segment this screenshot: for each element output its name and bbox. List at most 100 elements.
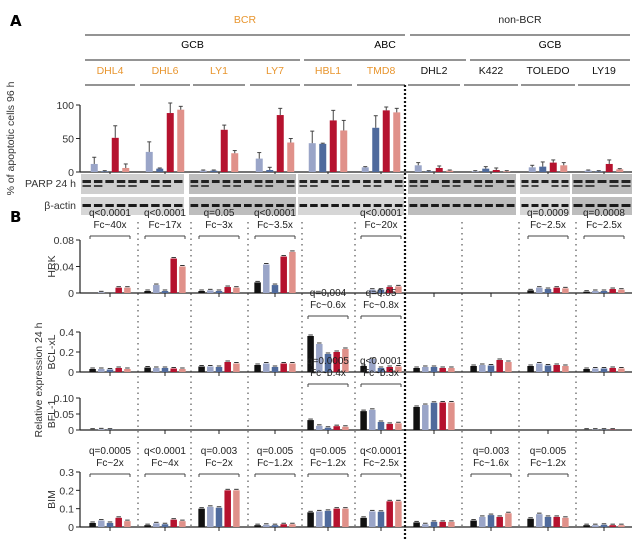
bar-toledo-condition-2 [536,514,543,527]
actin-blot-block [408,197,516,215]
fold-change-label: Fc~2x [205,458,233,469]
bar-ly7-condition-2 [263,264,270,293]
panel-b-label: B [10,208,21,226]
bar-ly7-condition-5 [289,363,296,372]
parp-band [384,180,392,183]
bar-dhl2-condition-4 [439,368,446,372]
cleaved-parp-band [485,185,493,187]
cleaved-parp-band [201,185,209,187]
fold-change-label: Fc~1.6x [473,458,509,469]
actin-band [116,204,126,207]
bar-hbl1-condition-1 [307,420,314,430]
y-tick-label: 0.2 [59,347,74,359]
bar-ly1-condition-4 [224,490,231,527]
bar-toledo-condition-5 [560,165,568,172]
fold-change-label: Fc~17x [148,220,181,231]
bar-k422-condition-5 [505,513,512,527]
bar-ly19-condition-3 [600,524,608,527]
bar-dhl2-condition-2 [414,165,422,172]
cleaved-parp-band [394,185,403,187]
apoptosis-chart: 0 50 100 % of apoptotic cells 96 h [5,81,632,195]
panel-a-label: A [10,12,22,30]
header-group-bcr: BCR [234,14,257,26]
parp-band [474,180,483,183]
bar-hbl1-condition-4 [333,426,340,430]
actin-band [190,204,199,207]
parp-band [506,180,515,183]
actin-band [265,204,274,207]
cleaved-parp-band [341,185,350,187]
y-tick-label: 0.08 [54,235,75,247]
bar-hbl1-condition-3 [319,143,327,172]
bar-tmd8-condition-5 [395,286,402,293]
cleaved-parp-band [286,185,295,187]
y-tick-label: 0.3 [59,467,74,479]
fold-change-label: Fc~3x [205,220,233,231]
actin-band [286,204,295,207]
bar-ly7-condition-5 [289,251,296,293]
y-tick-label: 0.05 [54,409,75,421]
bar-k422-condition-5 [505,362,512,372]
actin-band [105,204,114,207]
q-value-label: q=0.005 [310,446,347,457]
cleaved-parp-band [299,185,308,187]
bar-dhl2-condition-2 [422,405,429,430]
parp-band [531,180,539,183]
parp-label: PARP 24 h [25,178,76,190]
bar-dhl4-condition-3 [106,369,114,372]
y-axis-label: HRK [46,255,58,277]
cleaved-parp-band [254,185,263,187]
bar-ly19-condition-4 [609,289,616,293]
bar-ly7-condition-1 [254,282,261,293]
actin-band [441,204,450,207]
parp-band [441,180,450,183]
actin-band [233,204,241,207]
cell-line-label: HBL1 [315,65,341,77]
bar-ly19-condition-5 [618,525,625,527]
cleaved-parp-band [82,185,91,187]
parp-band [211,180,220,183]
parp-band [233,180,241,183]
actin-band [431,204,439,207]
parp-band [597,180,607,183]
fold-change-label: Fc~4x [151,458,179,469]
bar-tmd8-condition-2 [369,409,376,430]
actin-band [541,204,549,207]
parp-blot-block [520,174,570,194]
bar-ly19-condition-4 [605,163,613,172]
actin-band [352,204,361,207]
parp-band [561,180,569,183]
cleaved-parp-band [452,185,461,187]
bar-toledo-condition-5 [562,517,569,527]
q-value-label: q<0.0001 [144,446,186,457]
cleaved-parp-band [233,185,241,187]
actin-band [139,204,149,207]
parp-band [585,180,595,183]
y-tick-label: 0 [68,425,74,437]
bar-tmd8-condition-2 [369,289,376,293]
cleaved-parp-band [331,185,339,187]
cleaved-parp-band [561,185,569,187]
bar-ly7-condition-4 [280,256,287,293]
actin-band [561,204,569,207]
q-value-label: q=0.05 [366,288,397,299]
bar-toledo-condition-4 [549,162,557,172]
bar-ly1-condition-3 [210,170,218,172]
bar-hbl1-condition-1 [307,512,314,527]
q-value-label: q=0.05 [204,208,235,219]
actin-band [485,204,493,207]
actin-blot-block [189,197,296,215]
bar-k422-condition-3 [482,168,490,172]
bar-dhl6-condition-4 [170,519,177,527]
bar-tmd8-condition-3 [377,368,385,372]
header-subtype-gcb: GCB [539,39,562,51]
parp-band [331,180,339,183]
bar-k422-condition-4 [496,360,503,372]
fold-change-label: Fc~1.2x [310,458,346,469]
parp-band [265,180,274,183]
parp-band [394,180,403,183]
parp-band [573,180,583,183]
y-tick-label: 100 [56,100,74,112]
parp-blot-block [572,174,632,194]
bar-k422-condition-2 [479,516,486,527]
